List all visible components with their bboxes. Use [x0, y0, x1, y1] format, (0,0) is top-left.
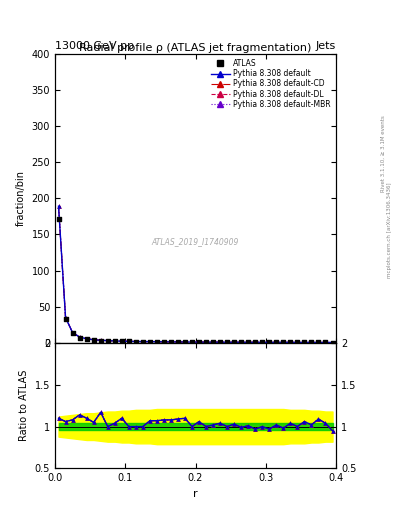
Point: [294, 338, 301, 347]
Point: [55, 215, 62, 223]
Point: [245, 338, 252, 347]
Point: [161, 338, 167, 346]
Point: [217, 338, 223, 346]
Point: [133, 337, 139, 346]
Point: [62, 315, 69, 323]
Point: [210, 338, 216, 346]
Text: 13000 GeV pp: 13000 GeV pp: [55, 41, 134, 51]
Point: [168, 338, 174, 346]
Point: [287, 338, 294, 347]
Point: [301, 338, 308, 347]
Point: [224, 338, 230, 346]
Y-axis label: fraction/bin: fraction/bin: [16, 170, 26, 226]
Legend: ATLAS, Pythia 8.308 default, Pythia 8.308 default-CD, Pythia 8.308 default-DL, P: ATLAS, Pythia 8.308 default, Pythia 8.30…: [209, 57, 332, 110]
Point: [112, 337, 118, 345]
X-axis label: r: r: [193, 489, 198, 499]
Point: [308, 338, 314, 347]
Point: [259, 338, 265, 347]
Point: [273, 338, 279, 347]
Point: [119, 337, 125, 346]
Point: [90, 336, 97, 344]
Point: [70, 329, 76, 337]
Text: Rivet 3.1.10, ≥ 3.1M events: Rivet 3.1.10, ≥ 3.1M events: [381, 115, 386, 192]
Title: Radial profile ρ (ATLAS jet fragmentation): Radial profile ρ (ATLAS jet fragmentatio…: [79, 43, 312, 53]
Point: [315, 338, 321, 347]
Point: [280, 338, 286, 347]
Point: [126, 337, 132, 346]
Point: [329, 338, 336, 347]
Point: [238, 338, 244, 346]
Point: [266, 338, 272, 347]
Y-axis label: Ratio to ATLAS: Ratio to ATLAS: [19, 370, 29, 441]
Point: [154, 338, 160, 346]
Point: [252, 338, 258, 347]
Text: mcplots.cern.ch [arXiv:1306.3436]: mcplots.cern.ch [arXiv:1306.3436]: [387, 183, 391, 278]
Point: [196, 338, 202, 346]
Point: [182, 338, 188, 346]
Point: [97, 336, 104, 345]
Point: [140, 337, 146, 346]
Point: [175, 338, 181, 346]
Point: [147, 337, 153, 346]
Point: [83, 335, 90, 343]
Point: [77, 334, 83, 342]
Point: [322, 338, 329, 347]
Text: ATLAS_2019_I1740909: ATLAS_2019_I1740909: [152, 237, 239, 246]
Point: [189, 338, 195, 346]
Point: [203, 338, 209, 346]
Point: [231, 338, 237, 346]
Point: [105, 336, 111, 345]
Text: Jets: Jets: [316, 41, 336, 51]
